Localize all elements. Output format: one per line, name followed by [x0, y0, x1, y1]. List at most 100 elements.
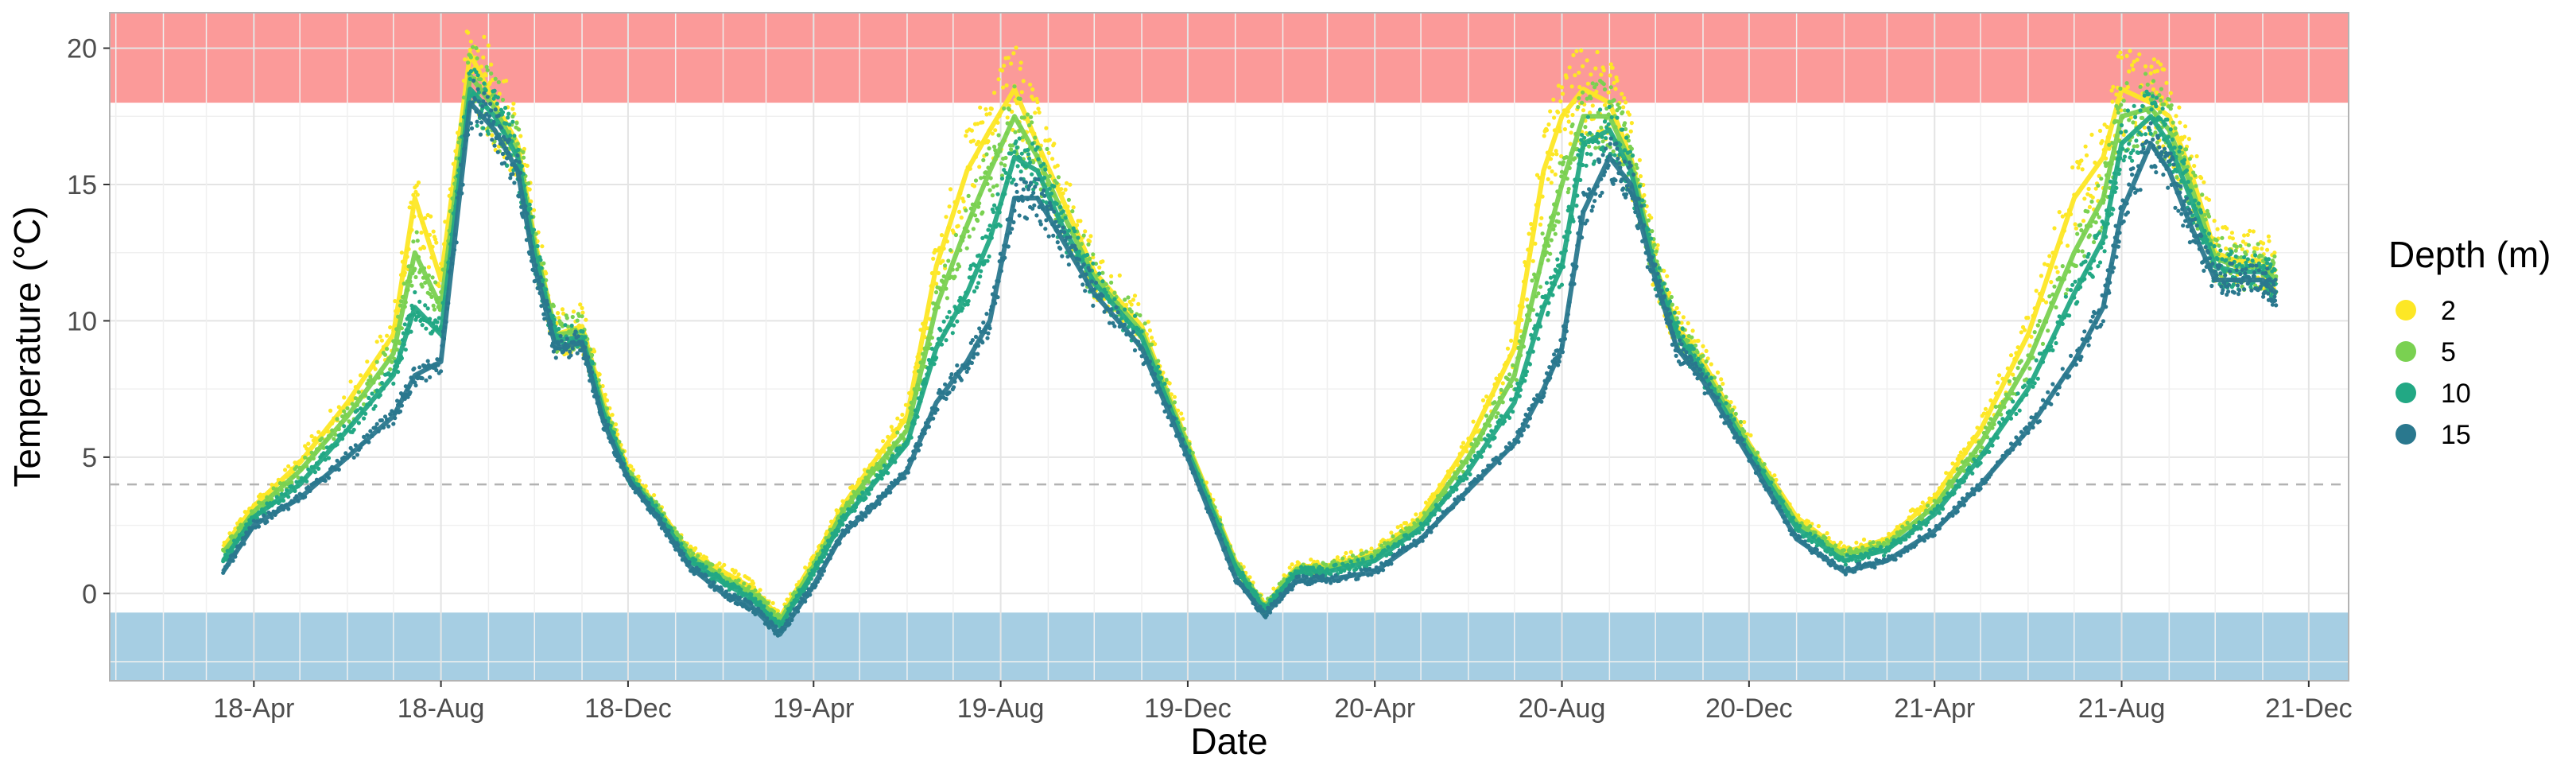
point — [1578, 177, 1583, 182]
point — [906, 421, 910, 425]
point — [467, 48, 472, 52]
point — [2044, 300, 2049, 305]
point — [1584, 163, 1589, 168]
point — [433, 280, 438, 285]
point — [2261, 241, 2266, 246]
point — [1556, 212, 1561, 216]
point — [2185, 165, 2190, 169]
point — [1056, 175, 1061, 180]
point — [1469, 441, 1474, 447]
point — [507, 122, 512, 127]
point — [1058, 204, 1063, 210]
point — [1521, 279, 1527, 284]
point — [407, 322, 412, 328]
point — [1958, 450, 1963, 455]
point — [439, 262, 444, 266]
point — [882, 463, 886, 468]
point — [1626, 171, 1631, 176]
point — [1029, 129, 1034, 134]
point — [1418, 511, 1423, 516]
point — [1556, 110, 1561, 115]
point — [328, 433, 333, 438]
point — [2220, 235, 2225, 240]
point — [1019, 90, 1024, 95]
point — [893, 460, 898, 464]
point — [430, 275, 435, 280]
point — [1309, 557, 1313, 562]
point — [429, 214, 433, 219]
point — [1086, 242, 1091, 247]
point — [423, 216, 428, 220]
point — [413, 274, 418, 280]
point — [1011, 116, 1016, 121]
point — [1536, 202, 1541, 207]
point — [1457, 452, 1462, 456]
point — [1047, 138, 1052, 142]
point — [1537, 270, 1542, 275]
point — [1949, 474, 1953, 479]
point — [286, 495, 291, 499]
point — [840, 522, 845, 527]
point — [1335, 555, 1340, 560]
point — [1070, 209, 1075, 214]
point — [1138, 313, 1143, 318]
point — [1997, 373, 2002, 378]
point — [1627, 150, 1632, 154]
point — [580, 310, 585, 315]
point — [398, 303, 403, 308]
point — [227, 531, 232, 536]
point — [2080, 249, 2085, 254]
point — [2128, 49, 2132, 53]
point — [945, 315, 949, 320]
point — [2070, 165, 2075, 170]
point — [2155, 60, 2160, 64]
point — [1686, 320, 1690, 325]
point — [1544, 296, 1549, 301]
point — [1507, 415, 1512, 421]
point — [998, 149, 1003, 153]
point — [378, 393, 382, 398]
point — [976, 204, 981, 209]
point — [1484, 438, 1489, 443]
point — [1620, 91, 1624, 96]
point — [912, 421, 917, 426]
point — [1009, 61, 1014, 66]
point — [2265, 247, 2270, 252]
threshold-bands — [110, 13, 2349, 681]
point — [316, 447, 321, 452]
point — [557, 316, 561, 320]
point — [1987, 421, 1992, 425]
point — [1368, 561, 1372, 567]
point — [456, 140, 461, 145]
point — [396, 370, 401, 375]
point — [995, 192, 1000, 196]
point — [1149, 342, 1154, 347]
point — [490, 133, 495, 138]
point — [785, 597, 789, 602]
point — [510, 119, 515, 124]
point — [1003, 163, 1007, 168]
point — [333, 433, 338, 437]
point — [956, 209, 962, 214]
point — [983, 170, 988, 175]
point — [1011, 51, 1016, 56]
point — [1588, 111, 1593, 115]
point — [733, 569, 738, 573]
point — [1539, 261, 1544, 266]
point — [2200, 192, 2205, 197]
point — [1774, 477, 1779, 483]
point — [2046, 328, 2050, 333]
point — [925, 372, 929, 377]
point — [914, 391, 919, 396]
point — [1146, 349, 1150, 354]
point — [527, 187, 532, 192]
point — [434, 240, 439, 245]
point — [244, 522, 249, 527]
point — [2031, 355, 2035, 360]
point — [2039, 274, 2043, 278]
point — [1060, 218, 1065, 223]
point — [1554, 152, 1559, 157]
point — [2245, 232, 2250, 237]
point — [1724, 394, 1728, 399]
point — [1527, 231, 1531, 236]
